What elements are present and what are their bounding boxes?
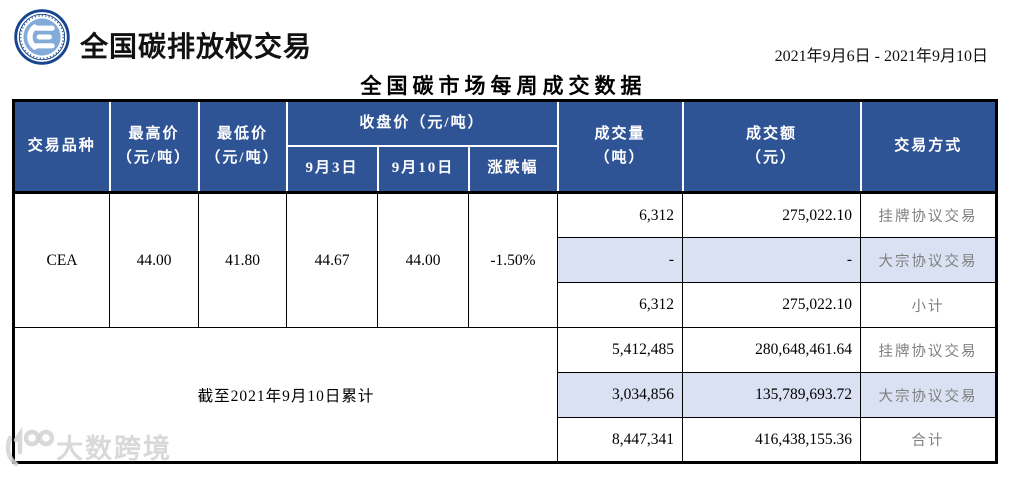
header-low-price: 最低价 （元/吨） [197,99,288,194]
table-header: 交易品种 最高价 （元/吨） 最低价 （元/吨） 收盘价（元/吨） 成交量 （吨… [12,99,998,194]
cell-amount: - [682,237,861,283]
header-close-sep3: 9月3日 [285,144,379,194]
table-row: 3,034,856 135,789,693.72 大宗协议交易 [14,372,997,418]
page-title: 全国碳市场每周成交数据 [360,74,647,98]
header-close-price-group: 收盘价（元/吨） [285,99,559,147]
cell-amount: 416,438,155.36 [682,417,861,463]
table-row: 8,447,341 416,438,155.36 合计 [14,417,997,463]
header-trade-method: 交易方式 [859,99,998,194]
cell-method: 大宗协议交易 [860,372,997,418]
cell-volume: 3,034,856 [557,372,683,418]
weekly-trading-table: 交易品种 最高价 （元/吨） 最低价 （元/吨） 收盘价（元/吨） 成交量 （吨… [12,99,998,464]
header-product: 交易品种 [12,99,111,194]
header-close-sep10: 9月10日 [376,144,470,194]
carbon-exchange-logo-icon [14,9,70,65]
brand-title: 全国碳排放权交易 [80,32,313,63]
cell-method: 大宗协议交易 [860,237,997,283]
header-volume: 成交量 （吨） [556,99,684,194]
table-row: 截至2021年9月10日累计 5,412,485 280,648,461.64 … [13,327,997,463]
cell-amount: 280,648,461.64 [682,327,861,373]
table-row: CEA 44.00 41.80 44.67 44.00 -1.50% 6,312… [13,192,997,328]
table-body: CEA 44.00 41.80 44.67 44.00 -1.50% 6,312… [13,192,997,463]
cell-volume: 5,412,485 [557,327,683,373]
header-amount: 成交额 （元） [681,99,862,194]
report-date-range: 2021年9月6日 - 2021年9月10日 [774,48,988,65]
cell-method: 挂牌协议交易 [860,327,997,373]
cumulative-label: 截至2021年9月10日累计 [13,327,558,463]
cell-amount: 275,022.10 [682,282,861,328]
header-change: 涨跌幅 [467,144,559,194]
cell-amount: 135,789,693.72 [682,372,861,418]
header-high-price: 最高价 （元/吨） [108,99,200,194]
cell-low: 41.80 [198,192,287,328]
cell-change: -1.50% [468,192,558,328]
table-row: - - 大宗协议交易 [14,237,997,283]
cell-volume: 6,312 [557,282,683,328]
cell-product: CEA [13,192,110,328]
cell-volume: - [557,237,683,283]
cell-volume: 6,312 [557,192,683,238]
cell-method: 挂牌协议交易 [860,192,997,238]
cell-method: 合计 [860,417,997,463]
cell-method: 小计 [860,282,997,328]
cell-high: 44.00 [109,192,199,328]
cell-amount: 275,022.10 [682,192,861,238]
cell-close-sep3: 44.67 [286,192,378,328]
table-row: 6,312 275,022.10 小计 [14,282,997,328]
cell-close-sep10: 44.00 [377,192,469,328]
cell-volume: 8,447,341 [557,417,683,463]
